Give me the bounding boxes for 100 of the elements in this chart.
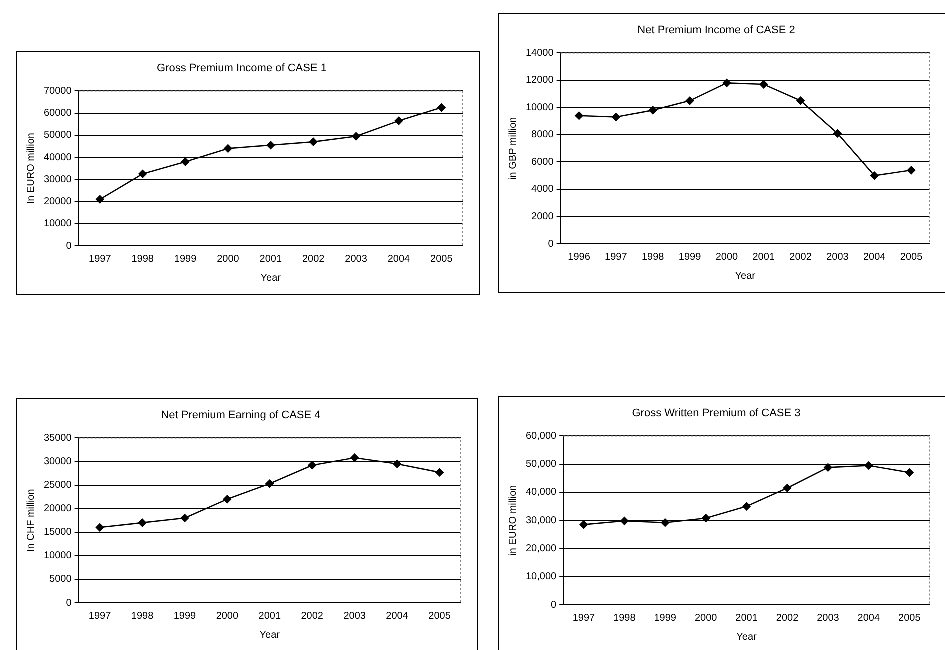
x-tick-label: 2003 xyxy=(826,252,850,263)
x-tick-label: 2004 xyxy=(386,610,409,622)
point xyxy=(783,484,792,492)
x-tick-label: 2000 xyxy=(216,610,239,622)
x-tick-label: 2004 xyxy=(388,254,411,265)
x-tick-label: 2001 xyxy=(752,252,776,263)
point xyxy=(350,454,359,462)
point xyxy=(266,480,274,488)
point xyxy=(905,468,914,477)
y-tick-label: 40,000 xyxy=(526,487,558,498)
point xyxy=(438,104,446,112)
y-tick-label: 15000 xyxy=(44,527,72,538)
point xyxy=(138,170,147,178)
point xyxy=(870,172,879,180)
point xyxy=(702,514,710,522)
y-axis-title: In CHF million xyxy=(26,489,37,552)
point xyxy=(824,464,832,472)
x-tick-label: 2005 xyxy=(430,254,454,265)
y-tick-label: 35000 xyxy=(44,432,72,444)
y-tick-label: 50,000 xyxy=(526,459,558,470)
point xyxy=(796,96,805,106)
x-tick-label: 2002 xyxy=(302,254,326,265)
x-tick-label: 2003 xyxy=(345,254,368,265)
y-tick-label: 40000 xyxy=(44,152,72,164)
point xyxy=(742,502,751,511)
x-tick-label: 2004 xyxy=(863,252,886,263)
chart-title: Net Premium Income of CASE 2 xyxy=(638,24,796,37)
point xyxy=(181,158,190,166)
y-tick-label: 70000 xyxy=(44,86,72,97)
y-tick-label: 10,000 xyxy=(526,572,558,583)
x-tick-label: 2003 xyxy=(817,612,840,624)
y-tick-label: 10000 xyxy=(44,218,72,230)
chart-title: Gross Premium Income of CASE 1 xyxy=(157,62,327,75)
x-tick-label: 1996 xyxy=(568,252,591,263)
y-tick-label: 60000 xyxy=(44,108,72,120)
point xyxy=(223,495,232,504)
x-axis-title: Year xyxy=(735,270,756,282)
x-tick-label: 2000 xyxy=(694,612,718,624)
x-axis-title: Year xyxy=(260,272,282,284)
x-tick-label: 1997 xyxy=(89,254,112,265)
y-tick-label: 50000 xyxy=(44,130,72,142)
point xyxy=(180,514,190,522)
point xyxy=(138,518,147,528)
point xyxy=(96,524,104,532)
y-tick-label: 0 xyxy=(548,238,554,250)
y-tick-label: 12000 xyxy=(526,75,554,86)
y-tick-label: 60,000 xyxy=(526,430,558,442)
x-tick-label: 2001 xyxy=(736,612,758,624)
x-tick-label: 2002 xyxy=(776,612,800,624)
x-tick-label: 1997 xyxy=(572,612,596,624)
x-tick-label: 2004 xyxy=(858,612,880,624)
y-tick-label: 0 xyxy=(66,598,72,609)
y-tick-label: 30000 xyxy=(44,456,72,468)
point xyxy=(620,517,629,526)
x-tick-label: 1999 xyxy=(654,612,677,624)
y-tick-label: 0 xyxy=(66,240,72,252)
y-tick-label: 30,000 xyxy=(526,515,558,526)
x-tick-label: 1999 xyxy=(174,254,198,265)
point xyxy=(394,116,404,126)
x-tick-label: 2002 xyxy=(301,610,324,622)
y-tick-label: 20,000 xyxy=(526,543,558,554)
x-tick-label: 1998 xyxy=(132,254,154,265)
x-tick-label: 2005 xyxy=(428,610,452,622)
y-tick-label: 2000 xyxy=(532,211,554,222)
x-tick-label: 1998 xyxy=(642,252,665,263)
x-tick-label: 1998 xyxy=(614,612,636,624)
chart-title: Net Premium Earning of CASE 4 xyxy=(161,410,321,422)
point xyxy=(612,113,620,122)
x-tick-label: 2005 xyxy=(898,612,922,624)
x-tick-label: 2001 xyxy=(258,610,282,622)
point xyxy=(309,138,318,146)
point xyxy=(96,195,104,204)
x-axis-title: Year xyxy=(260,630,281,641)
y-tick-label: 0 xyxy=(551,600,558,611)
y-tick-label: 8000 xyxy=(532,130,554,141)
x-tick-label: 1999 xyxy=(678,252,702,263)
x-tick-label: 1997 xyxy=(605,252,628,263)
y-tick-label: 5000 xyxy=(50,574,72,586)
point xyxy=(834,129,842,138)
point xyxy=(393,460,402,468)
y-tick-label: 20000 xyxy=(44,196,72,208)
point xyxy=(661,518,670,527)
x-tick-label: 2005 xyxy=(900,252,924,263)
point xyxy=(580,520,588,529)
x-tick-label: 1999 xyxy=(174,610,197,622)
y-tick-label: 6000 xyxy=(532,156,554,168)
point xyxy=(686,96,694,106)
point xyxy=(575,112,584,120)
y-tick-label: 25000 xyxy=(44,480,72,492)
x-tick-label: 1998 xyxy=(131,610,154,622)
point xyxy=(648,106,658,115)
y-tick-label: 4000 xyxy=(532,184,554,196)
point xyxy=(352,132,360,141)
x-axis-title: Year xyxy=(736,632,758,643)
y-tick-label: 10000 xyxy=(44,550,72,562)
point xyxy=(266,141,276,150)
x-tick-label: 2001 xyxy=(260,254,282,265)
point xyxy=(224,144,232,153)
y-tick-label: 30000 xyxy=(44,174,72,186)
x-tick-label: 2000 xyxy=(217,254,240,265)
